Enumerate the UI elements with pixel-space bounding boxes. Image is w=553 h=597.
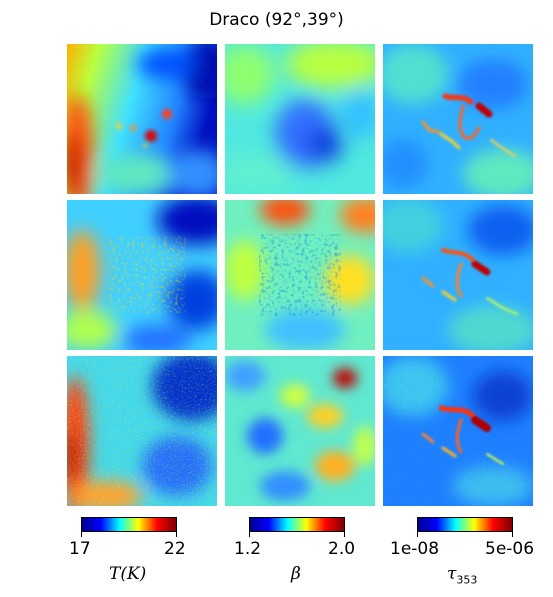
map-tau-row1 (383, 44, 533, 194)
colorbar-tau-max: 5e-06 (485, 539, 535, 559)
colorbar-temperature-min: 17 (69, 539, 91, 559)
figure-title: Draco (92°,39°) (209, 10, 344, 30)
map-beta-row1 (225, 44, 375, 194)
colorbar-tau-min: 1e-08 (390, 539, 440, 559)
colorbar-temperature-label: T(K) (109, 564, 147, 584)
map-tau-row3 (383, 356, 533, 506)
colorbar-beta-label: β (291, 564, 301, 584)
map-beta-row2 (225, 200, 375, 350)
colorbar-temperature-max: 22 (164, 539, 186, 559)
map-temperature-row3 (67, 356, 217, 506)
map-tau-row2 (383, 200, 533, 350)
colorbar-temperature (81, 517, 177, 532)
colorbar-beta (249, 517, 345, 532)
map-beta-row3 (225, 356, 375, 506)
map-temperature-row2 (67, 200, 217, 350)
colorbar-beta-min: 1.2 (234, 539, 262, 559)
colorbar-beta-max: 2.0 (328, 539, 356, 559)
map-temperature-row1 (67, 44, 217, 194)
colorbar-tau-label: τ353 (447, 564, 478, 587)
colorbar-tau (417, 517, 513, 532)
